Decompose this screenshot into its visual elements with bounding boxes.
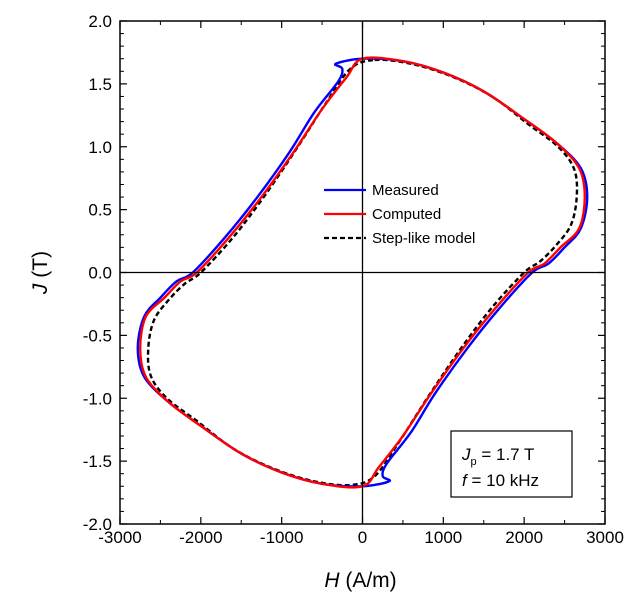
y-tick-label: 1.0 — [88, 138, 112, 157]
x-tick-label: 1000 — [424, 528, 462, 547]
x-axis-title: H (A/m) — [324, 569, 396, 592]
step-like-model-curve — [146, 58, 579, 487]
annotation-var-j: J — [461, 445, 471, 464]
y-tick-label: -1.5 — [83, 452, 112, 471]
y-tick-label: 2.0 — [88, 12, 112, 31]
legend-label-measured: Measured — [372, 182, 439, 199]
y-tick-label: 1.5 — [88, 75, 112, 94]
y-axis-var: J — [29, 283, 52, 295]
legend: Measured Computed Step-like model — [324, 182, 475, 247]
legend-label-computed: Computed — [372, 206, 441, 223]
annotation-value-jp: = 1.7 T — [477, 445, 535, 464]
legend-label-step-like-model: Step-like model — [372, 230, 475, 247]
x-tick-label: 3000 — [586, 528, 624, 547]
annotation-line-frequency: f = 10 kHz — [462, 471, 539, 490]
x-tick-label: 2000 — [505, 528, 543, 547]
annotation-value-f: = 10 kHz — [467, 471, 539, 490]
annotation-subscript-p: p — [471, 456, 477, 468]
y-tick-label: -2.0 — [83, 515, 112, 534]
annotation-box: Jp = 1.7 T f = 10 kHz — [450, 430, 573, 498]
y-axis-title: J (T) — [29, 251, 52, 295]
y-axis-unit: (T) — [29, 251, 52, 284]
annotation-var-f: f — [462, 471, 469, 490]
y-tick-label: -0.5 — [83, 326, 112, 345]
x-tick-label: -1000 — [260, 528, 303, 547]
plot-frame — [119, 20, 606, 525]
x-axis-var: H — [324, 569, 340, 592]
x-tick-label: -3000 — [98, 528, 141, 547]
annotation-frame — [450, 430, 573, 498]
x-axis-unit: (A/m) — [340, 569, 397, 592]
x-tick-label: -2000 — [179, 528, 222, 547]
y-tick-label: 0.5 — [88, 201, 112, 220]
tick-labels-group: -3000 -2000 -1000 0 1000 2000 3000 -2.0 -1.5 -1.0… — [83, 12, 624, 547]
annotation-line-peak-polarization: Jp = 1.7 T — [461, 445, 534, 468]
y-tick-label: 0.0 — [88, 264, 112, 283]
y-tick-label: -1.0 — [83, 389, 112, 408]
x-tick-label: 0 — [358, 528, 367, 547]
